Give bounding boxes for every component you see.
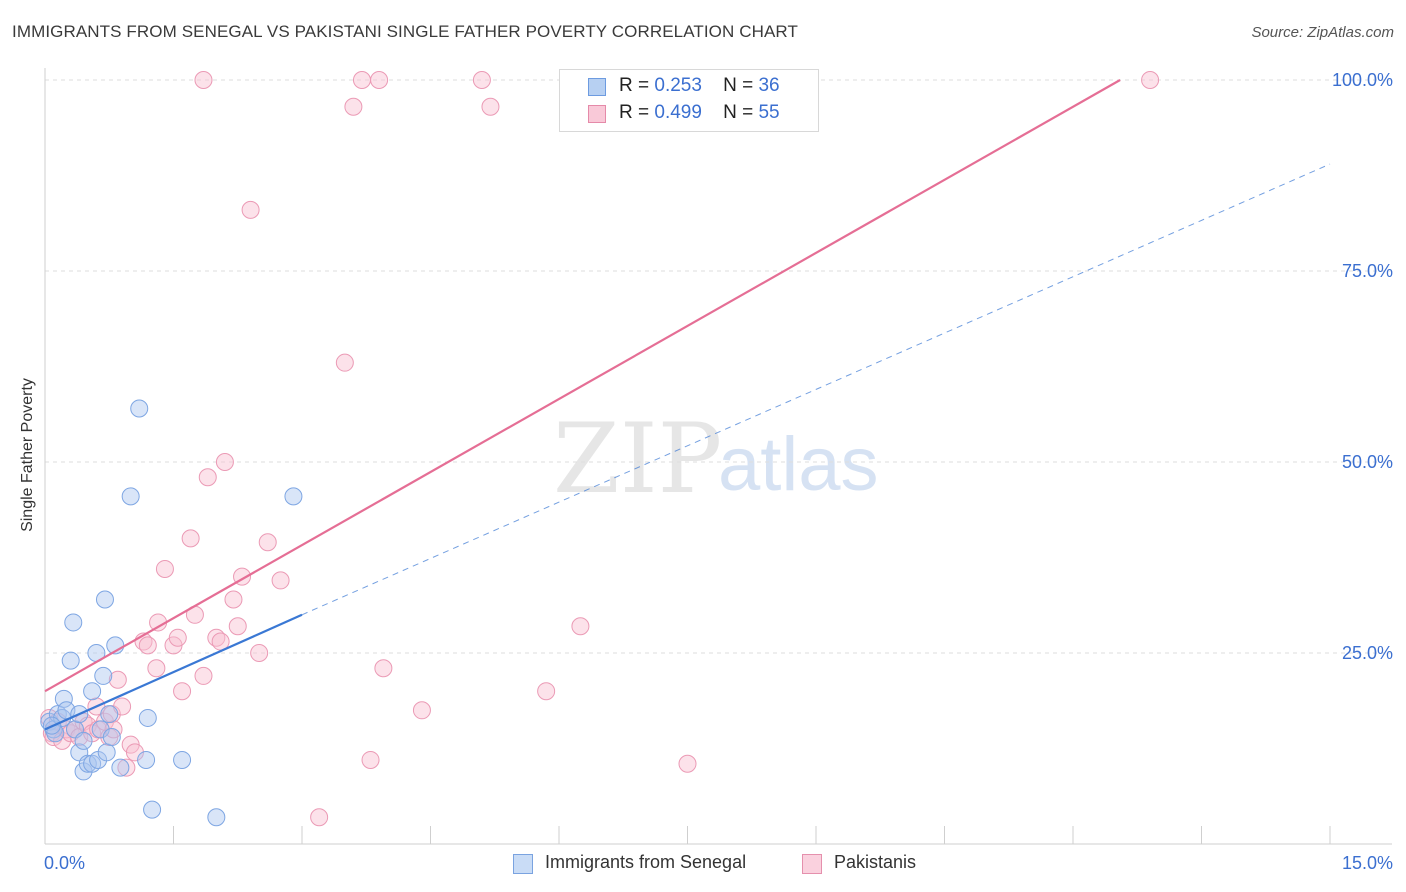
senegal-point xyxy=(97,743,116,762)
senegal-trend-line xyxy=(44,613,303,731)
legend-n-label: N = xyxy=(723,102,754,123)
pakistanis-point xyxy=(138,636,157,655)
pakistanis-point xyxy=(537,682,556,701)
pakistanis-point xyxy=(344,97,363,116)
pakistanis-point xyxy=(147,659,166,678)
pakistanis-point xyxy=(215,453,234,471)
pakistanis-point xyxy=(361,750,380,769)
y-tick-label: 75.0% xyxy=(1342,261,1393,281)
senegal-point xyxy=(74,731,93,750)
senegal-point xyxy=(121,487,140,506)
pakistanis-point xyxy=(352,71,371,89)
senegal-point xyxy=(83,682,102,701)
legend-n-label: N = xyxy=(723,75,754,96)
y-tick-label: 50.0% xyxy=(1342,452,1393,472)
pakistanis-point xyxy=(155,559,174,578)
pakistanis-point xyxy=(271,571,290,590)
x-tick-label: 0.0% xyxy=(44,853,85,873)
legend-r-value: 0.499 xyxy=(654,102,702,123)
trend-lines xyxy=(44,79,1331,731)
bottom-legend-label-pakistanis: Pakistanis xyxy=(834,852,917,872)
pakistanis-point xyxy=(678,754,697,773)
x-tick-label: 15.0% xyxy=(1342,853,1393,873)
correlation-legend: R = 0.253 N = 36 R = 0.499 N = 55 xyxy=(559,69,819,132)
senegal-point xyxy=(173,750,192,769)
pakistanis-point xyxy=(194,666,213,685)
pakistanis-point xyxy=(370,71,389,89)
bottom-legend-swatch-senegal xyxy=(513,854,533,874)
pakistanis-point xyxy=(412,701,431,720)
pakistanis-point xyxy=(310,808,329,827)
source-label: Source: ZipAtlas.com xyxy=(1251,24,1394,41)
pakistanis-point xyxy=(258,533,277,552)
legend-n-value: 36 xyxy=(758,75,780,96)
senegal-trend-extension xyxy=(301,163,1331,616)
bottom-legend-label-senegal: Immigrants from Senegal xyxy=(545,852,747,872)
pakistanis-point xyxy=(335,353,354,372)
pakistanis-point xyxy=(173,682,192,701)
pakistanis-point xyxy=(250,644,269,662)
pakistanis-point xyxy=(374,659,393,678)
senegal-point xyxy=(64,613,83,632)
pakistanis-point xyxy=(472,71,491,89)
pakistanis-point xyxy=(1141,71,1160,89)
pakistanis-point xyxy=(168,628,187,647)
senegal-point xyxy=(94,666,113,685)
senegal-point xyxy=(138,708,157,727)
legend-text-pakistanis: R = 0.499 N = 55 xyxy=(619,102,780,124)
senegal-point xyxy=(54,689,73,708)
senegal-point xyxy=(207,808,226,827)
legend-n-value: 55 xyxy=(758,102,780,123)
senegal-point xyxy=(102,728,121,747)
gridlines xyxy=(45,79,1392,654)
legend-r-label: R = xyxy=(619,102,650,123)
pakistanis-point xyxy=(228,617,247,636)
watermark: ZIP atlas xyxy=(553,403,879,515)
senegal-point xyxy=(143,800,162,819)
pakistanis-point xyxy=(181,529,200,548)
pakistanis-point xyxy=(224,590,243,609)
senegal-point xyxy=(130,399,149,418)
y-tick-label: 100.0% xyxy=(1332,70,1393,90)
bottom-legend-swatch-pakistanis xyxy=(802,854,822,874)
legend-swatch-senegal xyxy=(588,78,606,96)
senegal-point xyxy=(284,487,303,506)
senegal-point xyxy=(95,590,114,609)
watermark-atlas: atlas xyxy=(718,422,879,507)
pakistanis-point xyxy=(108,670,127,689)
chart-title: IMMIGRANTS FROM SENEGAL VS PAKISTANI SIN… xyxy=(12,22,798,41)
pakistanis-point xyxy=(194,71,213,89)
watermark-zip: ZIP xyxy=(553,403,722,515)
senegal-point xyxy=(111,758,130,777)
y-tick-label: 25.0% xyxy=(1342,643,1393,663)
legend-r-label: R = xyxy=(619,75,650,96)
legend-swatch-pakistanis xyxy=(588,105,606,123)
senegal-point xyxy=(137,750,156,769)
pakistanis-point xyxy=(198,468,217,487)
legend-text-senegal: R = 0.253 N = 36 xyxy=(619,75,780,97)
legend-r-value: 0.253 xyxy=(654,75,702,96)
pakistanis-point xyxy=(241,200,260,219)
senegal-point xyxy=(78,754,97,773)
pakistanis-point xyxy=(571,617,590,636)
pakistanis-point xyxy=(481,97,500,116)
pakistanis-trend-line xyxy=(44,79,1121,693)
tick-labels: 25.0% 50.0% 75.0% 100.0% 0.0% 15.0% xyxy=(44,70,1393,873)
pakistanis-point xyxy=(117,758,136,777)
senegal-point xyxy=(100,705,119,724)
senegal-point xyxy=(61,651,80,670)
senegal-points xyxy=(40,399,303,827)
